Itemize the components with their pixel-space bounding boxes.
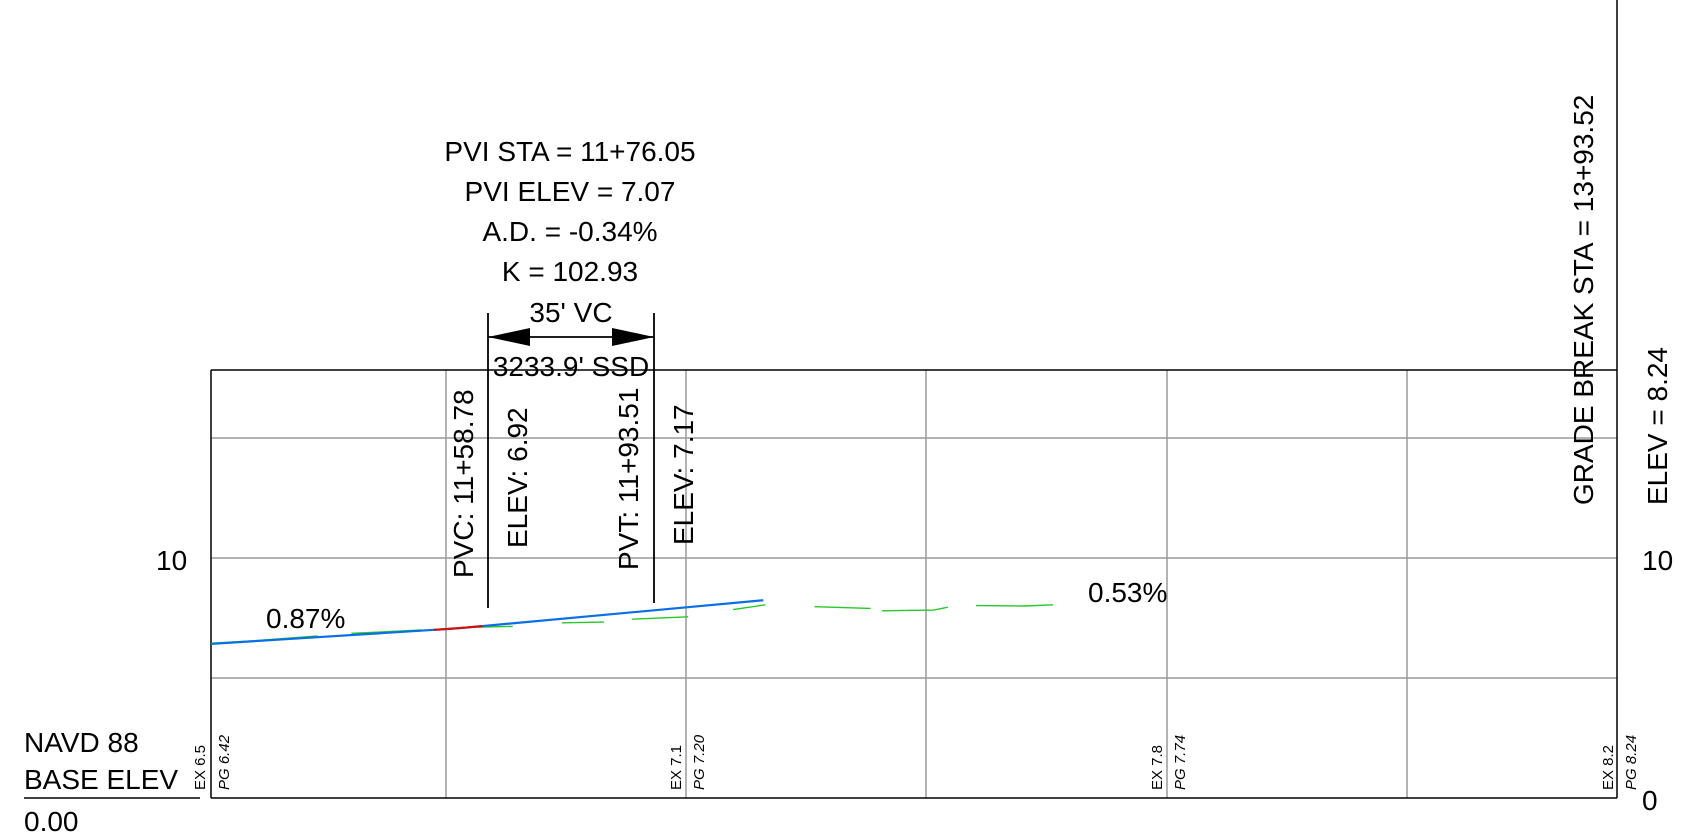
grade-label-1: 0.87% <box>266 603 345 634</box>
pvt-station-label: PVT: 11+93.51 <box>613 388 644 570</box>
k-value-label: K = 102.93 <box>502 256 638 287</box>
station-ex-label-2: EX 7.1 <box>668 745 685 790</box>
datum-label: NAVD 88 <box>24 727 139 758</box>
pvc-station-label: PVC: 11+58.78 <box>448 389 479 578</box>
grade-break-elevation-label: ELEV = 8.24 <box>1642 347 1673 505</box>
ssd-label: 3233.9' SSD <box>493 351 649 382</box>
grade-break-station-label: GRADE BREAK STA = 13+93.52 <box>1568 95 1599 505</box>
existing-ground-segment <box>632 616 689 620</box>
grid <box>211 370 1617 798</box>
existing-ground-segment <box>814 606 871 610</box>
existing-ground-segment <box>733 604 766 611</box>
existing-ground-segment <box>561 621 604 624</box>
station-ex-label-1: EX 6.5 <box>192 745 209 790</box>
pvc-elevation-label: ELEV: 6.92 <box>502 407 533 548</box>
pvt-elevation-label: ELEV: 7.17 <box>668 404 699 545</box>
y-tick-label-right-0: 0 <box>1642 785 1658 816</box>
dimension-arrow-left <box>488 328 530 346</box>
algebraic-difference-label: A.D. = -0.34% <box>482 216 657 247</box>
station-ex-label-3: EX 7.8 <box>1149 745 1166 790</box>
grade-label-2: 0.53% <box>1088 577 1167 608</box>
base-elev-value: 0.00 <box>24 806 79 837</box>
pvi-sta-label: PVI STA = 11+76.05 <box>444 136 695 167</box>
existing-ground-segment <box>881 606 948 612</box>
station-pg-label-3: PG 7.74 <box>1172 735 1189 790</box>
existing-ground-segment <box>975 604 1054 607</box>
vc-length-label: 35' VC <box>529 297 612 328</box>
station-ex-label-4: EX 8.2 <box>1600 745 1617 790</box>
dimension-arrow-right <box>612 328 654 346</box>
station-pg-label-1: PG 6.42 <box>216 734 233 790</box>
y-tick-label-right-10: 10 <box>1642 545 1673 576</box>
vertical-curve <box>433 624 483 631</box>
y-tick-label-left-10: 10 <box>156 545 187 576</box>
station-pg-label-2: PG 7.20 <box>691 734 708 790</box>
base-elev-label: BASE ELEV <box>24 764 178 795</box>
station-pg-label-4: PG 8.24 <box>1623 735 1640 790</box>
pvi-elev-label: PVI ELEV = 7.07 <box>465 176 676 207</box>
